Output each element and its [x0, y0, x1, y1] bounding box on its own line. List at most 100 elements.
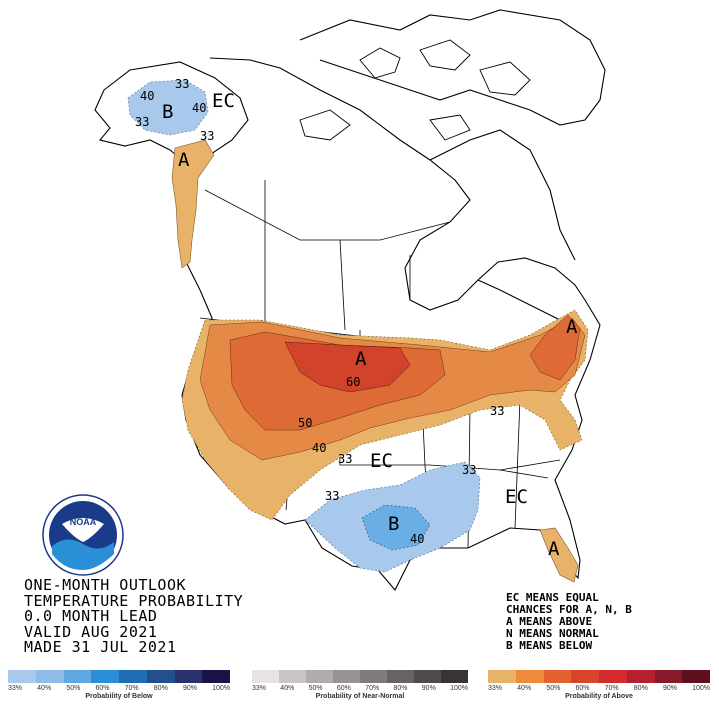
label-33-ak-panhandle: 33: [200, 129, 214, 143]
scale-near-normal: 33% 40% 50% 60% 70% 80% 90% 100% Probability of…: [252, 670, 468, 704]
label-b-alaska: B: [162, 101, 173, 123]
scale-above-tick: 50%: [546, 685, 561, 692]
above-50-northeast: [529, 314, 581, 381]
label-a-northeast: A: [566, 316, 578, 338]
scale-near-normal-swatch: [387, 670, 414, 683]
scale-below-tick: 90%: [182, 685, 197, 692]
note-line-5: B MEANS BELOW: [506, 639, 593, 652]
note-line-4: N MEANS NORMAL: [506, 627, 599, 640]
scale-above: 33% 40% 50% 60% 70% 80% 90% 100% Probability of…: [488, 670, 710, 704]
title-line-5: MADE 31 JUL 2021: [24, 638, 177, 656]
label-33-east: 33: [490, 404, 504, 418]
scale-above-swatch: [654, 670, 683, 683]
label-a-florida: A: [548, 538, 560, 560]
scale-near-normal-tick: 60%: [336, 685, 351, 692]
scale-below-ticks: 33% 40% 50% 60% 70% 80% 90% 100%: [8, 685, 230, 692]
scale-near-normal-swatch: [360, 670, 387, 683]
note-line-3: A MEANS ABOVE: [506, 615, 593, 628]
scale-above-tick: 40%: [517, 685, 532, 692]
scale-above-tick: 70%: [604, 685, 619, 692]
label-33-south: 33: [462, 463, 476, 477]
scale-below-swatch: [202, 670, 230, 683]
scale-above-tick: 90%: [662, 685, 677, 692]
note-line-2: CHANCES FOR A, N, B: [506, 603, 632, 616]
below-33-alaska: [127, 79, 209, 136]
scale-above-ticks: 33% 40% 50% 60% 70% 80% 90% 100%: [488, 685, 710, 692]
scale-below-tick: 33%: [8, 685, 23, 692]
scale-above-swatches: [488, 670, 710, 683]
title-line-3: 0.0 MONTH LEAD: [24, 607, 158, 625]
scale-below-swatch: [8, 670, 36, 683]
scale-above-swatch: [571, 670, 599, 683]
scale-below-swatch: [91, 670, 119, 683]
scale-near-normal-swatch: [306, 670, 333, 683]
note-line-1: EC MEANS EQUAL: [506, 591, 599, 604]
title-line-1: ONE-MONTH OUTLOOK: [24, 576, 187, 594]
scale-above-swatch: [543, 670, 572, 683]
scale-above-tick: 60%: [575, 685, 590, 692]
label-ec-central: EC: [370, 450, 393, 472]
scale-near-normal-tick: 80%: [393, 685, 408, 692]
scale-below-tick: 80%: [153, 685, 168, 692]
scale-near-normal-swatch: [441, 670, 468, 683]
scale-above-tick: 80%: [633, 685, 648, 692]
scale-below-swatch: [119, 670, 147, 683]
scale-below-tick: 100%: [212, 685, 230, 692]
scale-above-swatch: [515, 670, 544, 683]
scale-below-swatch: [63, 670, 92, 683]
title-line-4: VALID AUG 2021: [24, 622, 158, 641]
label-33-tx: 33: [325, 489, 339, 503]
label-60: 60: [346, 375, 360, 389]
scale-below-swatch: [146, 670, 175, 683]
scale-near-normal-title: Probability of Near-Normal: [315, 693, 405, 700]
above-60: [284, 341, 411, 393]
scale-below-title: Probability of Below: [85, 693, 153, 700]
scale-near-normal-ticks: 33% 40% 50% 60% 70% 80% 90% 100%: [252, 685, 468, 692]
noaa-logo-icon: NOAA: [42, 494, 124, 576]
label-a-alaska: A: [178, 149, 190, 171]
scale-near-normal-tick: 50%: [308, 685, 323, 692]
scale-above-swatch: [488, 670, 516, 683]
label-40-tx: 40: [410, 532, 424, 546]
label-33-ak-top: 33: [175, 77, 189, 91]
scale-above-tick: 33%: [488, 685, 503, 692]
above-33-florida: [539, 527, 579, 583]
label-40-ak-right: 40: [192, 101, 206, 115]
scale-near-normal-tick: 33%: [252, 685, 267, 692]
scale-above-swatch: [626, 670, 655, 683]
above-33-alaska-panhandle: [171, 139, 215, 269]
scale-near-normal-swatches: [252, 670, 468, 683]
outlook-title: ONE-MONTH OUTLOOK TEMPERATURE PROBABILITY…: [24, 576, 244, 656]
label-33-ak-bottom: 33: [135, 115, 149, 129]
scale-near-normal-tick: 90%: [421, 685, 436, 692]
scale-below-tick: 60%: [95, 685, 110, 692]
scale-below-tick: 50%: [66, 685, 81, 692]
map-labels: EC B 33 40 40 33 33 A A 60 50 40 33 EC 3…: [135, 77, 578, 560]
noaa-logo-text: NOAA: [70, 517, 97, 527]
scale-below-swatch: [35, 670, 64, 683]
label-50: 50: [298, 416, 312, 430]
scale-near-normal-swatch: [279, 670, 306, 683]
label-40-ak-left: 40: [140, 89, 154, 103]
label-40-west: 40: [312, 441, 326, 455]
label-b-texas: B: [388, 513, 399, 535]
scale-below-swatch: [174, 670, 203, 683]
label-33-central: 33: [338, 452, 352, 466]
below-40-texas: [361, 504, 431, 551]
scale-above-swatch: [599, 670, 627, 683]
scale-above-tick: 100%: [692, 685, 710, 692]
scale-near-normal-tick: 100%: [450, 685, 468, 692]
scale-near-normal-swatch: [414, 670, 441, 683]
scale-below-tick: 40%: [37, 685, 52, 692]
scale-near-normal-swatch: [333, 670, 360, 683]
scale-near-normal-tick: 40%: [280, 685, 295, 692]
scale-below-swatches: [8, 670, 230, 683]
arctic-islands: [299, 39, 531, 141]
label-a-plains: A: [355, 348, 367, 370]
scale-near-normal-tick: 70%: [365, 685, 380, 692]
title-line-2: TEMPERATURE PROBABILITY: [24, 591, 244, 610]
label-ec-alaska: EC: [212, 90, 235, 112]
below-shading: [127, 79, 481, 573]
